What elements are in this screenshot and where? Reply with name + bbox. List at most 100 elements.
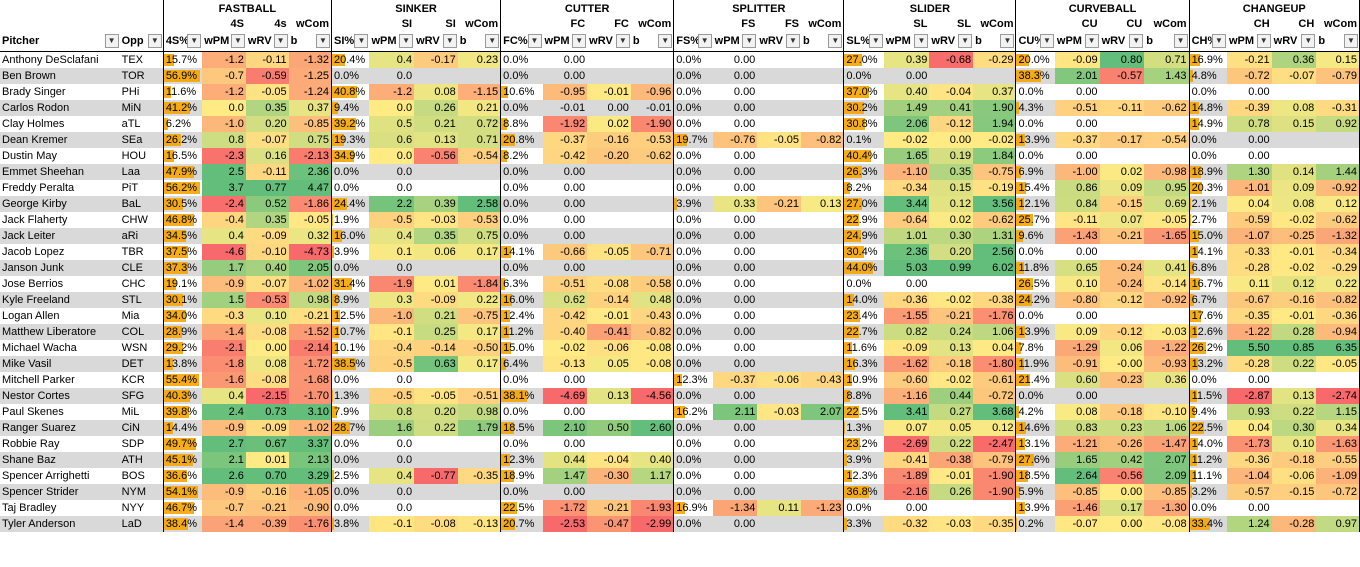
wpm-cell[interactable]: -1.55	[883, 308, 930, 324]
wrv-cell[interactable]: -0.12	[1099, 324, 1145, 340]
wrv-cell[interactable]: -0.11	[245, 51, 289, 68]
wcomb-cell[interactable]: 0.71	[1144, 51, 1190, 68]
wpm-cell[interactable]: 0.00	[712, 356, 758, 372]
usage-pct-cell[interactable]: 38.5%	[331, 356, 370, 372]
wpm-cell[interactable]: 2.36	[883, 244, 930, 260]
wcomb-cell[interactable]: -1.76	[288, 516, 332, 532]
filter-dropdown-icon[interactable]: ▼	[786, 34, 800, 48]
wpm-cell[interactable]: -1.92	[542, 116, 588, 132]
wrv-cell[interactable]: 0.40	[245, 260, 289, 276]
wrv-cell[interactable]	[414, 180, 458, 196]
wpm-cell[interactable]: 0.00	[712, 516, 758, 532]
wpm-cell[interactable]: 0.00	[542, 260, 588, 276]
wrv-cell[interactable]: -0.08	[245, 372, 289, 388]
usage-pct-cell[interactable]: 10.1%	[332, 340, 370, 356]
usage-pct-cell[interactable]: 2.5%	[332, 468, 370, 484]
usage-pct-cell[interactable]: 0.0%	[331, 452, 370, 468]
wcomb-cell[interactable]: -2.99	[630, 516, 675, 532]
filter-dropdown-icon[interactable]: ▼	[230, 34, 245, 48]
usage-pct-cell[interactable]: 0.0%	[500, 68, 543, 84]
usage-pct-cell[interactable]: 16.2%	[674, 404, 713, 420]
wpm-cell[interactable]: -0.67	[1227, 292, 1272, 308]
wpm-cell[interactable]: 2.10	[542, 420, 588, 436]
wrv-cell[interactable]: -0.07	[245, 132, 289, 148]
wcomb-cell[interactable]: -0.62	[973, 212, 1017, 228]
usage-pct-cell[interactable]: 30.5%	[163, 196, 203, 212]
wrv-cell[interactable]	[414, 452, 458, 468]
filter-dropdown-icon[interactable]: ▼	[1000, 34, 1015, 48]
wpm-cell[interactable]: 0.00	[712, 388, 758, 404]
wpm-cell[interactable]: -0.21	[1227, 51, 1272, 68]
wcomb-cell[interactable]: 0.98	[457, 404, 502, 420]
header-wrv[interactable]: wRV ▼	[414, 31, 458, 52]
wrv-cell[interactable]: -0.04	[587, 452, 631, 468]
wcomb-cell[interactable]: -0.14	[1144, 276, 1190, 292]
usage-pct-cell[interactable]: 13.2%	[1189, 356, 1227, 372]
usage-pct-cell[interactable]: 16.7%	[1189, 276, 1227, 292]
usage-pct-cell[interactable]: 8.2%	[844, 180, 884, 196]
wpm-cell[interactable]: -0.40	[542, 324, 588, 340]
wcomb-cell[interactable]: -1.23	[801, 500, 845, 516]
usage-pct-cell[interactable]: 11.6%	[844, 340, 884, 356]
opponent[interactable]: COL	[119, 324, 164, 340]
wpm-cell[interactable]: 1.65	[1054, 452, 1100, 468]
wpm-cell[interactable]: -1.29	[1054, 340, 1100, 356]
wrv-cell[interactable]	[1272, 372, 1317, 388]
pitcher-name[interactable]: Spencer Strider	[0, 484, 120, 500]
wrv-cell[interactable]: 0.77	[245, 180, 289, 196]
wrv-cell[interactable]: -0.53	[245, 292, 289, 308]
wcomb-cell[interactable]: -1.86	[288, 196, 332, 212]
wpm-cell[interactable]: 0.00	[563, 182, 586, 194]
usage-pct-cell[interactable]: 19.1%	[163, 276, 202, 292]
usage-pct-cell[interactable]: 8.8%	[501, 116, 543, 132]
usage-pct-cell[interactable]: 23.4%	[844, 308, 884, 324]
wcomb-cell[interactable]	[1144, 84, 1190, 100]
usage-pct-cell[interactable]: 41.2%	[163, 100, 203, 116]
opponent[interactable]: MiL	[119, 404, 164, 420]
usage-pct-cell[interactable]: 10.9%	[844, 372, 884, 388]
pitcher-name[interactable]: Ben Brown	[0, 68, 120, 84]
wrv-cell[interactable]: -0.11	[1099, 100, 1145, 116]
wpm-cell[interactable]: 0.00	[1248, 86, 1270, 98]
wcomb-cell[interactable]	[630, 164, 675, 180]
wrv-cell[interactable]: 0.99	[929, 260, 974, 276]
usage-pct-cell[interactable]: 6.4%	[500, 356, 543, 372]
wpm-cell[interactable]: -1.89	[883, 468, 930, 484]
wrv-cell[interactable]: 0.09	[1271, 180, 1317, 196]
wrv-cell[interactable]	[757, 180, 801, 196]
filter-dropdown-icon[interactable]: ▼	[1212, 34, 1226, 48]
usage-pct-cell[interactable]: 14.0%	[1189, 436, 1227, 452]
wpm-cell[interactable]: -0.41	[883, 452, 930, 468]
usage-pct-cell[interactable]: 1.3%	[331, 388, 370, 404]
wrv-cell[interactable]	[757, 356, 801, 372]
header-b[interactable]: b ▼	[801, 31, 845, 52]
usage-pct-cell[interactable]: 0.0%	[674, 436, 713, 452]
wrv-cell[interactable]: -0.17	[1099, 132, 1145, 148]
wrv-cell[interactable]	[587, 228, 631, 244]
wrv-cell[interactable]: 0.85	[1271, 340, 1317, 356]
usage-pct-cell[interactable]: 0.0%	[1189, 132, 1227, 148]
usage-pct-cell[interactable]: 0.0%	[1189, 372, 1227, 388]
wcomb-cell[interactable]	[1144, 308, 1190, 324]
wcomb-cell[interactable]: -0.82	[630, 324, 675, 340]
wpm-cell[interactable]: 0.00	[712, 164, 758, 180]
wcomb-cell[interactable]: -0.03	[1144, 324, 1190, 340]
pitcher-name[interactable]: Dustin May	[2, 150, 58, 162]
wrv-cell[interactable]: -0.39	[245, 516, 289, 532]
wrv-cell[interactable]: -0.21	[1099, 228, 1145, 244]
filter-dropdown-icon[interactable]: ▼	[1173, 34, 1188, 48]
wrv-cell[interactable]: 0.28	[1271, 324, 1317, 340]
usage-pct-cell[interactable]: 10.7%	[331, 324, 370, 340]
usage-pct-cell[interactable]: 0.0%	[1189, 500, 1227, 516]
wrv-cell[interactable]: 0.63	[414, 356, 458, 372]
wrv-cell[interactable]: 0.50	[587, 420, 631, 436]
usage-pct-cell[interactable]: 0.0%	[673, 228, 713, 244]
wrv-cell[interactable]: -0.01	[1271, 308, 1317, 324]
wcomb-cell[interactable]: 0.71	[457, 132, 502, 148]
opponent[interactable]: TEX	[119, 51, 164, 68]
pitcher-name[interactable]: Matthew Liberatore	[0, 324, 120, 340]
wpm-cell[interactable]: -1.4	[202, 516, 246, 532]
wpm-cell[interactable]: 0.00	[883, 68, 930, 84]
wrv-cell[interactable]	[757, 84, 801, 100]
usage-pct-cell[interactable]: 14.9%	[1189, 116, 1227, 132]
